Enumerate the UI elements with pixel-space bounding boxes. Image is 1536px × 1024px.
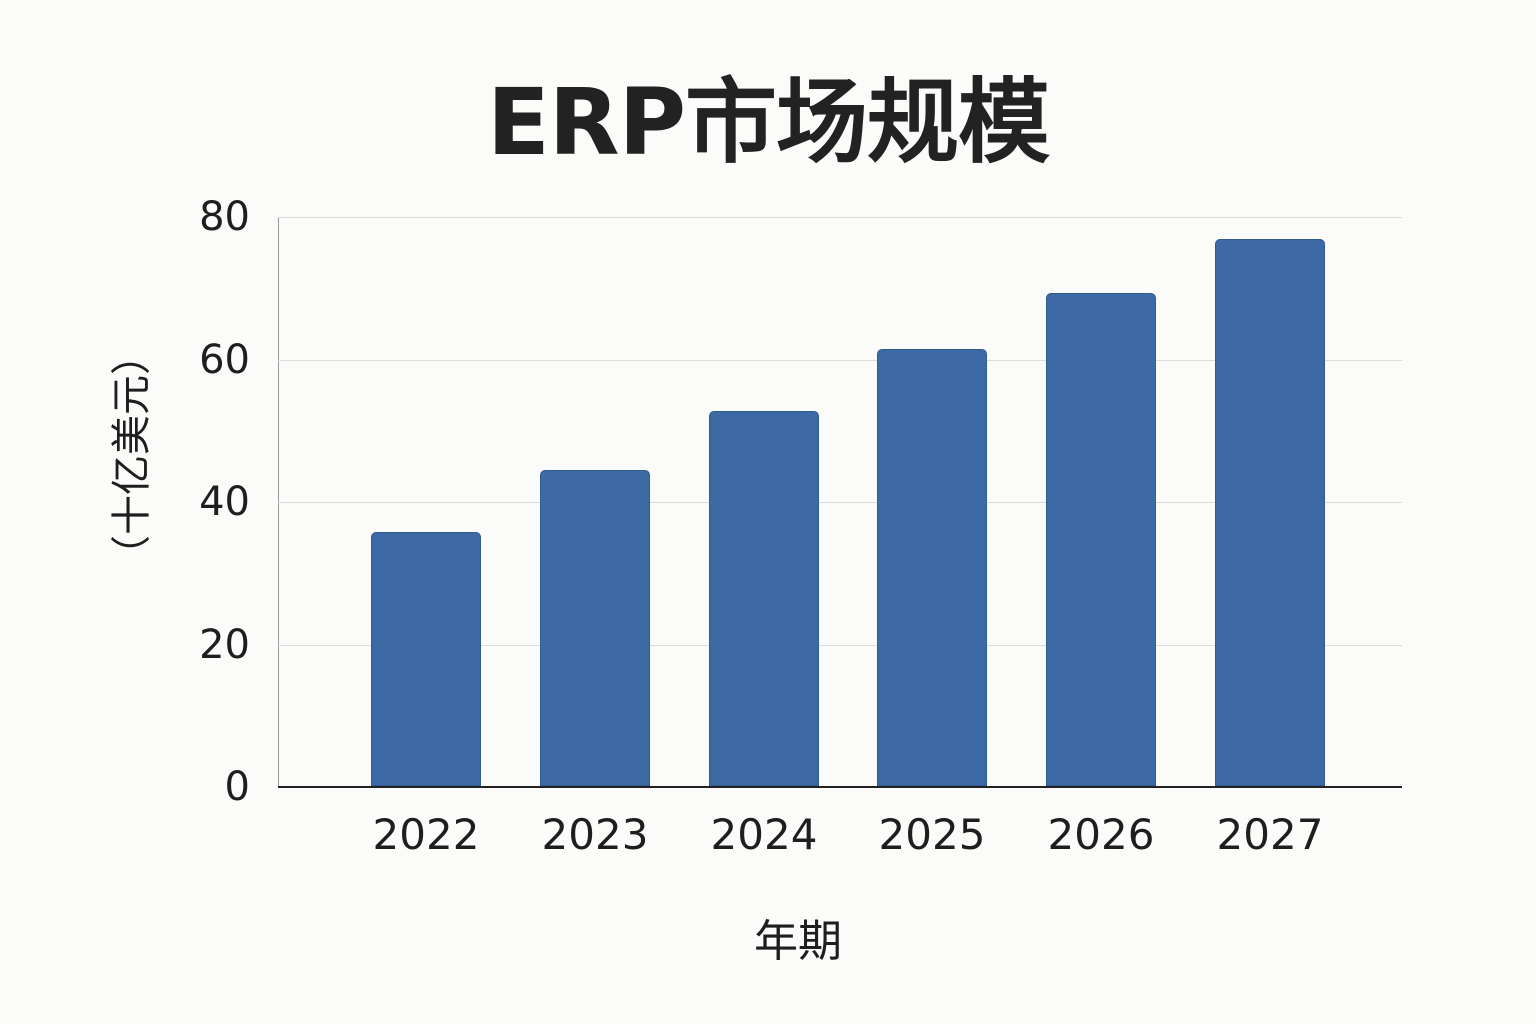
gridline (278, 502, 1402, 503)
gridline (278, 644, 1402, 646)
y-tick-label: 60 (199, 336, 250, 383)
y-axis-label: （十亿美元） (109, 335, 155, 575)
y-tick-label: 80 (199, 194, 250, 240)
x-tick-label: 2027 (1216, 810, 1324, 859)
x-tick-label: 2026 (1047, 810, 1155, 859)
x-tick-label: 2023 (541, 810, 649, 859)
bar-2026 (1046, 292, 1156, 786)
bar-2025 (877, 349, 987, 786)
y-tick-label: 0 (224, 764, 250, 810)
y-tick-label: 20 (199, 621, 250, 668)
x-tick-label: 2024 (710, 810, 818, 859)
x-axis-line (278, 786, 1402, 788)
bar-2024 (709, 411, 819, 786)
y-tick-label: 40 (199, 479, 250, 525)
bar-2022 (371, 532, 481, 786)
x-tick-label: 2022 (372, 810, 480, 859)
plot-area (278, 217, 1402, 788)
x-axis-label: 年期 (754, 916, 842, 967)
bar-2023 (540, 469, 650, 786)
x-tick-label: 2025 (878, 810, 986, 859)
bar-2027 (1215, 238, 1325, 786)
gridline (278, 217, 1402, 218)
gridline (278, 359, 1402, 361)
chart-title: ERP市场规模 (486, 69, 1050, 176)
